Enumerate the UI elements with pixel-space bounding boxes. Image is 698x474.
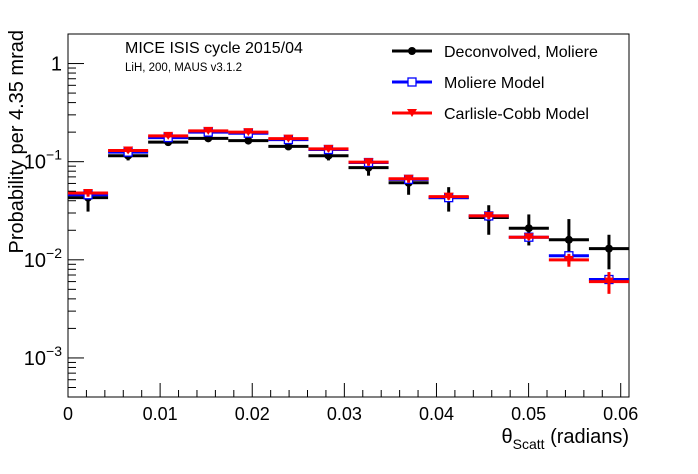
y-tick-label: 10−1 [24,147,62,174]
x-tick-label: 0.06 [603,404,638,424]
x-axis-label-subscript: Scatt [513,436,545,452]
legend-label-deconvolved: Deconvolved, Moliere [444,44,598,61]
data-point [564,235,573,244]
y-tick-label: 10−2 [24,245,62,272]
data-point [483,211,494,220]
y-tick-base: 10 [24,152,46,174]
x-axis-label-symbol: θ [501,426,512,448]
legend-label-carlisle-cobb: Carlisle-Cobb Model [444,106,589,123]
legend-marker-deconvolved [408,47,416,55]
y-tick-exponent: −3 [46,343,62,359]
y-tick-base: 1 [51,54,62,76]
series-1 [68,127,629,286]
y-tick-exponent: −1 [46,147,62,163]
x-axis-label-unit: (radians) [545,426,629,448]
data-point [563,255,574,264]
x-tick-label: 0 [63,404,73,424]
chart-title: MICE ISIS cycle 2015/04 [125,40,303,57]
data-point [523,233,534,242]
x-axis-label: θScatt (radians) [501,426,629,452]
data-point [603,277,614,286]
x-tick-label: 0.03 [327,404,362,424]
y-tick-label: 10−3 [24,343,62,370]
y-axis-ticks: 10−310−210−11 [24,33,84,398]
y-axis-label: Probability per 4.35 mrad [6,30,28,253]
series-layer [68,126,629,294]
x-tick-label: 0.05 [511,404,546,424]
x-axis-ticks: 0 0.01 0.02 0.03 0.04 0.05 0.06 [63,383,638,424]
data-point [283,134,294,143]
data-point [524,224,533,233]
y-tick-label: 1 [51,54,62,76]
legend: Deconvolved, Moliere Moliere Model Carli… [392,44,598,123]
y-tick-base: 10 [24,348,46,370]
data-point [163,131,174,140]
x-tick-label: 0.02 [235,404,270,424]
y-tick-exponent: −2 [46,245,62,261]
data-point [604,244,613,253]
data-point [403,174,414,183]
legend-entry-carlisle-cobb: Carlisle-Cobb Model [392,106,589,123]
data-point [244,136,253,145]
x-tick-label: 0.04 [419,404,454,424]
data-point [443,192,454,201]
series-0 [68,134,629,270]
data-point [123,146,134,155]
data-point [243,128,254,137]
legend-marker-moliere [407,77,417,87]
chart-subtitle: LiH, 200, MAUS v3.1.2 [125,62,242,74]
legend-entry-moliere: Moliere Model [392,75,544,92]
legend-marker-carlisle-cobb [407,109,417,117]
series-2 [68,126,629,294]
data-point [284,142,293,151]
data-point [83,188,94,197]
legend-entry-deconvolved: Deconvolved, Moliere [392,44,598,61]
data-point [203,126,214,135]
y-tick-base: 10 [24,250,46,272]
data-point [363,158,374,167]
x-tick-label: 0.01 [143,404,178,424]
legend-label-moliere: Moliere Model [444,75,544,92]
plot-frame [67,33,630,398]
data-point [323,144,334,153]
